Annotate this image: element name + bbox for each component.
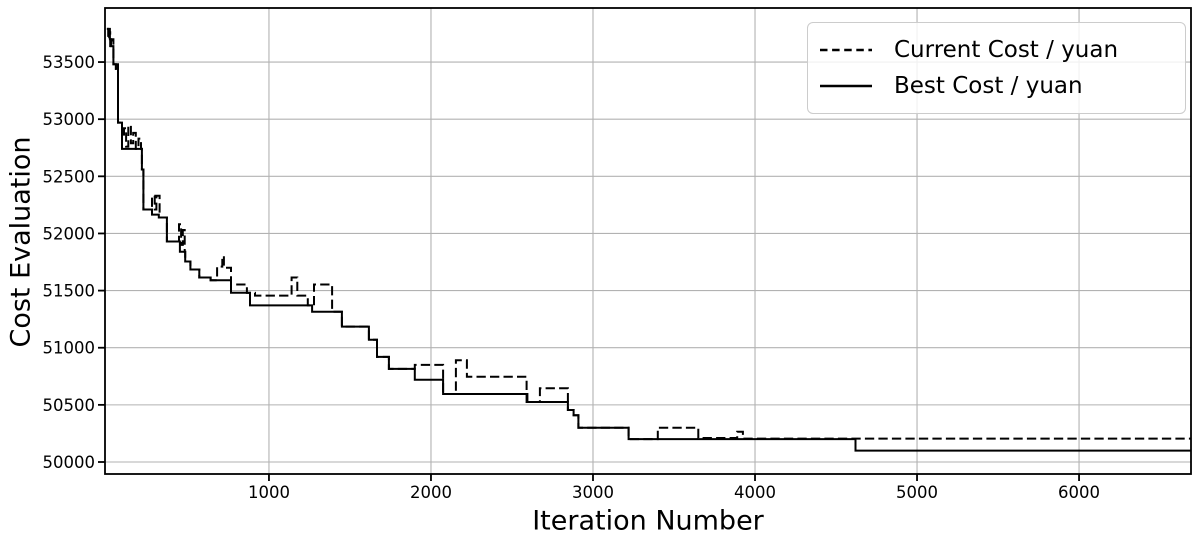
x-tick-label: 5000: [896, 483, 938, 502]
x-tick-label: 6000: [1058, 483, 1100, 502]
x-tick-label: 3000: [572, 483, 614, 502]
y-tick-label: 52500: [43, 167, 96, 186]
axes-box: [104, 7, 1192, 475]
x-tick-label: 1000: [248, 483, 290, 502]
y-axis-label: Cost Evaluation: [5, 136, 37, 348]
legend-label-current-cost: Current Cost / yuan: [894, 36, 1119, 63]
y-tick-label: 53000: [43, 110, 96, 129]
legend-item-current-cost: Current Cost / yuan: [820, 37, 1175, 63]
series-solid: [106, 27, 1191, 452]
legend: Current Cost / yuan Best Cost / yuan: [807, 22, 1186, 114]
y-tick-label: 52000: [43, 224, 96, 243]
y-tick-label: 51500: [43, 282, 96, 301]
legend-item-best-cost: Best Cost / yuan: [820, 73, 1175, 99]
y-tick-label: 51000: [43, 339, 96, 358]
y-tick-label: 50000: [43, 453, 96, 472]
x-tick-label: 4000: [734, 483, 776, 502]
y-tick-label: 50500: [43, 396, 96, 415]
x-axis-label: Iteration Number: [532, 505, 764, 537]
x-tick-label: 2000: [410, 483, 452, 502]
legend-label-best-cost: Best Cost / yuan: [894, 73, 1083, 99]
solid-line-icon: [820, 84, 872, 88]
series-dashed: [106, 27, 1191, 441]
dashed-line-icon: [820, 48, 872, 52]
y-tick-label: 53500: [43, 53, 96, 72]
